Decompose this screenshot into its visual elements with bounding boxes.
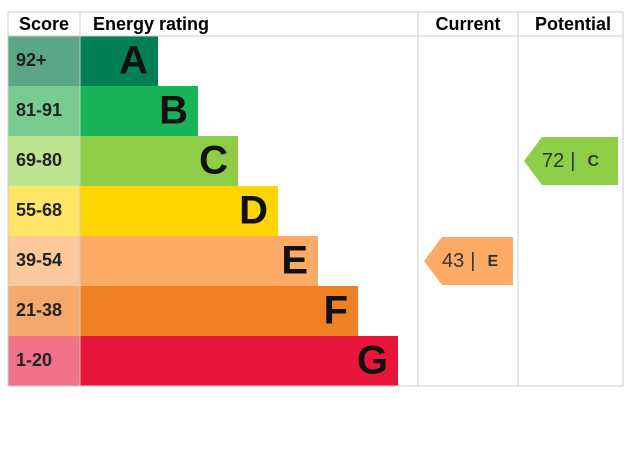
- score-label: 81-91: [16, 100, 62, 120]
- score-label: 1-20: [16, 350, 52, 370]
- rating-letter: F: [324, 289, 348, 333]
- score-cell: [8, 186, 80, 236]
- score-label: 39-54: [16, 250, 62, 270]
- rating-value: 72: [542, 150, 564, 172]
- score-cell: [8, 286, 80, 336]
- score-cell: [8, 336, 80, 386]
- rating-letter: A: [119, 39, 148, 83]
- rating-letter: G: [357, 339, 388, 383]
- score-label: 69-80: [16, 150, 62, 170]
- rating-text: 72 | C: [542, 150, 599, 172]
- rating-letter: E: [281, 239, 308, 283]
- score-label: 92+: [16, 50, 47, 70]
- rating-bar: [80, 136, 238, 186]
- score-cell: [8, 36, 80, 86]
- column-header: Potential: [535, 14, 611, 34]
- score-label: 55-68: [16, 200, 62, 220]
- score-label: 21-38: [16, 300, 62, 320]
- rating-bar: [80, 186, 278, 236]
- rating-bar: [80, 286, 358, 336]
- rating-arrow: [424, 237, 513, 285]
- rating-arrow: [524, 137, 618, 185]
- rating-bar: [80, 86, 198, 136]
- separator: |: [570, 150, 575, 172]
- column-header: Score: [19, 14, 69, 34]
- rating-bar: [80, 36, 158, 86]
- column-header: Energy rating: [93, 14, 209, 34]
- rating-text: 43 | E: [442, 250, 498, 272]
- rating-letter: B: [159, 89, 188, 133]
- rating-letter: E: [487, 253, 498, 270]
- rating-bar: [80, 236, 318, 286]
- column-header: Current: [435, 14, 500, 34]
- rating-value: 43: [442, 250, 464, 272]
- score-cell: [8, 236, 80, 286]
- score-cell: [8, 86, 80, 136]
- rating-letter: C: [587, 153, 599, 170]
- score-cell: [8, 136, 80, 186]
- rating-letter: C: [199, 139, 228, 183]
- rating-bar: [80, 336, 398, 386]
- separator: |: [470, 250, 475, 272]
- rating-letter: D: [239, 189, 268, 233]
